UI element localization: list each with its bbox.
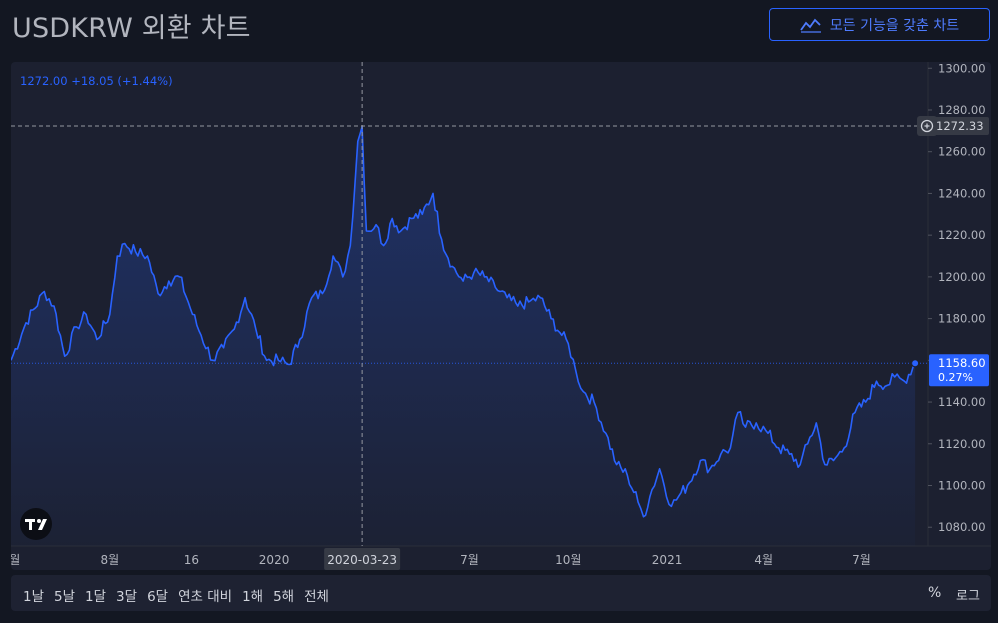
- percent-scale-button[interactable]: %: [928, 585, 942, 601]
- series-line[interactable]: [11, 125, 916, 518]
- x-tick-label: 2021: [652, 553, 683, 567]
- range-5d[interactable]: 5날: [54, 589, 76, 605]
- legend-values: 1272.00 +18.05 (+1.44%): [20, 74, 173, 88]
- last-price-dot: [911, 359, 920, 368]
- x-tick-label: 5월: [11, 553, 20, 567]
- tv-logo-slash: [38, 519, 47, 530]
- y-tick-label: 1180.00: [938, 312, 986, 326]
- x-tick-label: 16: [184, 553, 199, 567]
- y-tick-label: 1240.00: [938, 186, 986, 200]
- log-scale-button[interactable]: 로그: [956, 589, 980, 604]
- page-title: USDKRW 외환 차트: [12, 13, 251, 44]
- x-tick-label: 10월: [555, 553, 581, 567]
- last-price-badge: [929, 354, 989, 387]
- crosshair-price-label: 1272.33: [936, 119, 984, 133]
- range-ytd[interactable]: 연초 대비: [178, 589, 233, 605]
- range-6m[interactable]: 6달: [147, 589, 169, 605]
- y-tick-label: 1300.00: [938, 62, 986, 75]
- x-tick-label: 2020: [259, 553, 290, 567]
- crosshair-date-badge: [324, 548, 401, 570]
- full-chart-button-label: 모든 기능을 갖춘 차트: [829, 17, 960, 34]
- price-chart[interactable]: 1300.00 1280.00 1260.00 1240.00 1220.00 1200.…: [11, 62, 991, 570]
- crosshair-price-badge: [929, 116, 989, 135]
- crosshair-date-label: 2020-03-23: [327, 553, 397, 567]
- range-selector: 1날 5날 1달 3달 6달 연초 대비 1해 5해 전체: [18, 583, 334, 607]
- tv-logo-dot: [37, 519, 41, 523]
- y-tick-label: 1200.00: [938, 270, 986, 284]
- bottom-toolbar: [11, 575, 991, 611]
- x-tick-label: 8월: [100, 553, 119, 567]
- range-all[interactable]: 전체: [304, 589, 329, 605]
- x-tick-label: 7월: [852, 553, 871, 567]
- range-3m[interactable]: 3달: [116, 589, 138, 605]
- range-1m[interactable]: 1달: [85, 589, 107, 605]
- y-tick-label: 1080.00: [938, 520, 986, 534]
- y-tick-label: 1120.00: [938, 437, 986, 451]
- range-1d[interactable]: 1날: [23, 589, 45, 605]
- tradingview-logo: [20, 508, 52, 540]
- y-tick-label: 1100.00: [938, 479, 986, 493]
- last-price-change: 0.27%: [938, 371, 973, 384]
- range-5y[interactable]: 5해: [273, 589, 295, 605]
- last-price-value: 1158.60: [938, 356, 986, 370]
- chart-line-icon: [800, 17, 822, 33]
- range-1y[interactable]: 1해: [242, 589, 264, 605]
- y-tick-label: 1260.00: [938, 145, 986, 159]
- full-chart-button[interactable]: 모든 기능을 갖춘 차트: [769, 8, 990, 41]
- y-tick-label: 1140.00: [938, 395, 986, 409]
- y-tick-label: 1220.00: [938, 228, 986, 242]
- x-tick-label: 4월: [754, 553, 773, 567]
- series-area: [11, 126, 916, 546]
- x-tick-label: 7월: [460, 553, 479, 567]
- y-tick-label: 1280.00: [938, 103, 986, 117]
- tv-logo-stem: [29, 519, 32, 530]
- alarm-clock-icon: [920, 119, 934, 133]
